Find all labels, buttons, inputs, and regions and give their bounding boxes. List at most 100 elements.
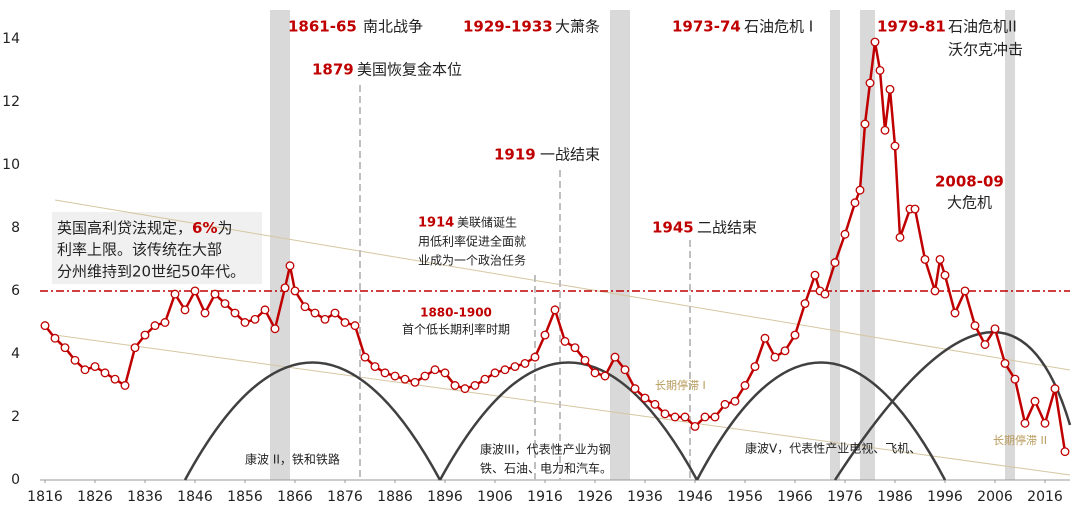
rate-point — [810, 270, 820, 280]
rate-point — [110, 374, 120, 384]
rate-point — [590, 368, 600, 378]
rate-point — [90, 362, 100, 372]
x-tick-label: 1916 — [527, 489, 563, 505]
rate-point — [720, 399, 730, 409]
note-text: 英国高利贷法规定，6%为 — [57, 219, 233, 237]
rate-point — [570, 343, 580, 353]
rate-point — [960, 286, 970, 296]
x-tick-label: 1836 — [127, 489, 163, 505]
trend-line — [54, 199, 1071, 371]
rate-point — [920, 255, 930, 264]
rate-point — [520, 358, 530, 368]
trend-line — [54, 334, 1071, 476]
rate-point — [490, 368, 500, 378]
rate-point — [1060, 447, 1070, 457]
x-tick-label: 1826 — [77, 489, 113, 505]
rate-point — [750, 362, 760, 372]
note-text: 利率上限。该传统在大部 — [57, 241, 222, 259]
rate-point — [400, 374, 410, 384]
rate-point — [310, 308, 320, 318]
event-label: 二战结束 — [697, 219, 757, 237]
x-tick-label: 1886 — [377, 489, 413, 505]
rate-point — [150, 321, 160, 331]
rate-point — [800, 299, 810, 309]
x-tick-label: 1926 — [577, 489, 613, 505]
rate-point — [370, 362, 380, 372]
rate-point — [210, 289, 220, 299]
event-year: 1979-81 — [877, 18, 946, 36]
wave-label: 康波III，代表性产业为钢 — [480, 442, 611, 457]
rate-point — [320, 314, 330, 324]
rate-point — [855, 185, 865, 195]
event-label: 美国恢复金本位 — [357, 61, 462, 79]
shaded-period — [610, 10, 630, 480]
rate-point — [1030, 396, 1040, 406]
x-tick-label: 1996 — [927, 489, 963, 505]
rate-point — [885, 84, 895, 94]
rate-point — [580, 355, 590, 365]
event-label: 一战结束 — [540, 146, 600, 164]
x-tick-label: 1936 — [627, 489, 663, 505]
x-tick-label: 1866 — [277, 489, 313, 505]
rate-point — [100, 368, 110, 378]
shaded-period — [830, 10, 840, 480]
rate-point — [360, 352, 370, 362]
rate-point — [50, 333, 60, 343]
rate-point — [780, 346, 790, 356]
event-label: 南北战争 — [363, 18, 423, 36]
rate-point — [270, 324, 280, 334]
rate-point — [560, 336, 570, 346]
event-label: 沃尔克冲击 — [948, 41, 1023, 59]
x-tick-label: 1856 — [227, 489, 263, 505]
rate-point — [840, 229, 850, 239]
rate-point — [610, 352, 620, 362]
rate-point — [300, 302, 310, 312]
x-tick-label: 1896 — [427, 489, 463, 505]
note-text: 业成为一个政治任务 — [418, 253, 526, 268]
rate-point — [470, 381, 480, 390]
note-text: 美联储诞生 — [457, 215, 517, 230]
rate-point — [260, 305, 270, 315]
rate-point — [450, 381, 460, 390]
rate-point — [890, 141, 900, 151]
rate-point — [670, 412, 680, 422]
rate-point — [460, 384, 470, 394]
rate-point — [650, 399, 660, 409]
x-tick-label: 1976 — [827, 489, 863, 505]
rate-point — [140, 330, 150, 340]
rate-point — [700, 412, 710, 422]
rate-point — [850, 198, 860, 208]
rate-point — [70, 355, 80, 365]
rate-point — [690, 421, 700, 431]
rate-point — [190, 286, 200, 296]
event-year: 2008-09 — [935, 173, 1004, 191]
event-year: 1945 — [652, 219, 694, 237]
rate-point — [250, 314, 260, 324]
wave-arch — [183, 361, 442, 481]
event-year: 1919 — [494, 146, 536, 164]
rate-point — [80, 365, 90, 375]
rate-point — [940, 270, 950, 280]
rate-point — [380, 368, 390, 378]
rate-point — [290, 286, 300, 296]
rate-point — [990, 324, 1000, 334]
note-text: 分州维持到20世纪50年代。 — [57, 263, 245, 281]
rate-point — [760, 333, 770, 343]
note-part: 英国高利贷法规定， — [57, 219, 192, 237]
rate-point — [935, 255, 945, 264]
rate-point — [170, 289, 180, 299]
rate-point — [550, 305, 560, 315]
x-tick-label: 1966 — [777, 489, 813, 505]
event-year: 1973-74 — [672, 18, 741, 36]
stagnation-label: 长期停滞 II — [993, 433, 1047, 447]
event-label: 大危机 — [947, 194, 992, 212]
rate-point — [660, 409, 670, 419]
rate-point — [540, 330, 550, 340]
rate-point — [120, 381, 130, 390]
rate-point — [220, 299, 230, 309]
rate-point — [980, 340, 990, 349]
rate-point — [160, 318, 170, 327]
rate-point — [350, 321, 360, 331]
rate-point — [880, 125, 890, 135]
